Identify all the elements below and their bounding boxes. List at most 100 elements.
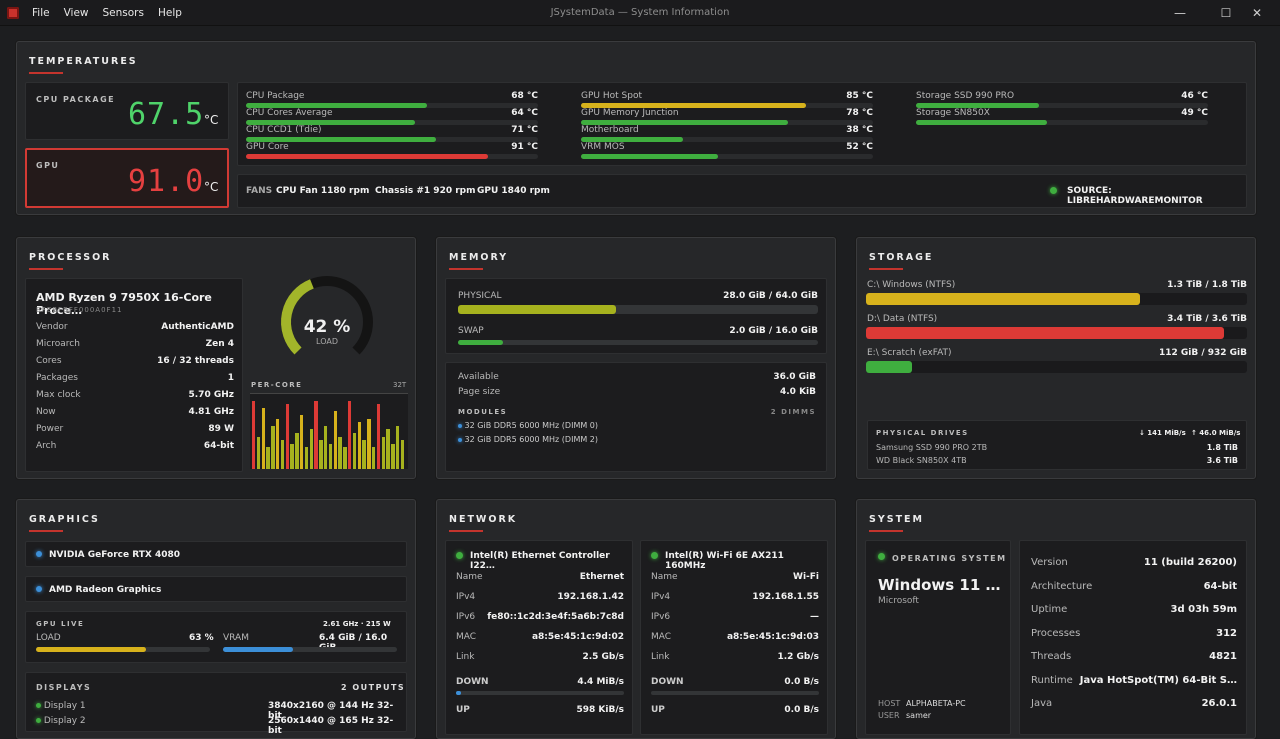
system-field-label: Runtime	[1031, 674, 1073, 686]
adapter-row: MAC a8:5e:45:1c:9d:02	[456, 632, 624, 642]
display-2-mode: 2560x1440 @ 165 Hz 32-bit	[268, 716, 394, 736]
adapter-row: IPv6 —	[651, 612, 819, 622]
core-bar	[252, 401, 256, 469]
core-bar	[266, 447, 270, 469]
cpu-spec-value: AuthenticAMD	[161, 322, 234, 332]
sensor-row: GPU Hot Spot 85 °C	[581, 91, 873, 101]
menu-help[interactable]: Help	[157, 7, 182, 19]
panel-title: PROCESSOR	[29, 252, 112, 270]
sensor-bar	[916, 120, 1208, 125]
system-row: Runtime Java HotSpot(TM) 64-Bit S…	[1031, 675, 1237, 686]
sensor-name: CPU CCD1 (Tdie)	[246, 125, 322, 135]
core-bar	[391, 444, 395, 469]
vram-bar-fill	[223, 647, 293, 652]
cpu-spec-label: Now	[36, 407, 56, 417]
menu-file[interactable]: File	[32, 7, 50, 19]
sensor-bar	[246, 120, 538, 125]
menu-view[interactable]: View	[63, 7, 89, 19]
panel-title: NETWORK	[449, 514, 518, 532]
core-bar	[261, 408, 265, 469]
sensor-bar	[246, 154, 538, 159]
sensor-name: VRM MOS	[581, 142, 625, 152]
swap-bar-fill	[458, 340, 503, 345]
sensor-value: 38 °C	[846, 125, 873, 135]
sensor-value: 78 °C	[846, 108, 873, 118]
adapter-field-label: Link	[456, 652, 475, 662]
sensor-value: 46 °C	[1181, 91, 1208, 101]
system-panel: SYSTEM OPERATING SYSTEM Windows 11 … Mic…	[856, 499, 1256, 739]
source-label: SOURCE: LIBREHARDWAREMONITOR	[1067, 186, 1203, 206]
physical-drives-label: PHYSICAL DRIVES	[876, 429, 969, 437]
sensor-bar-fill	[246, 103, 428, 108]
volume-bar	[866, 293, 1247, 305]
gpu-dot-icon	[36, 586, 42, 592]
gpu-live-label: GPU LIVE	[36, 620, 85, 628]
adapter-name: Intel(R) Ethernet Controller I22…	[470, 551, 610, 571]
volume-usage: 1.3 TiB / 1.8 TiB	[1167, 280, 1247, 290]
up-label: UP	[456, 705, 470, 715]
adapter-ethernet-card: Intel(R) Ethernet Controller I22… Name Eth…	[445, 540, 633, 735]
core-bar	[319, 440, 323, 469]
displays-label: DISPLAYS	[36, 683, 92, 692]
sensor-bar-fill	[581, 137, 684, 142]
adapter-field-label: Name	[651, 572, 678, 582]
cpu-spec-row: Vendor AuthenticAMD	[36, 322, 234, 332]
fan-chassis: Chassis #1 920 rpm	[375, 186, 476, 196]
os-vendor: Microsoft	[878, 596, 919, 606]
title-bar: File View Sensors Help JSystemData — Sys…	[0, 0, 1280, 26]
core-bar	[348, 401, 352, 469]
system-row: Threads 4821	[1031, 651, 1237, 662]
core-bar	[376, 404, 381, 469]
system-field-value: 312	[1216, 627, 1237, 639]
sensor-row: Motherboard 38 °C	[581, 125, 873, 135]
status-dot-icon	[878, 553, 885, 560]
system-field-label: Java	[1031, 698, 1053, 709]
close-button[interactable]: ✕	[1251, 6, 1263, 20]
os-name: Windows 11 …	[878, 576, 1001, 594]
gpu-item[interactable]: NVIDIA GeForce RTX 4080	[25, 541, 407, 567]
panel-title: STORAGE	[869, 252, 934, 270]
menu-sensors[interactable]: Sensors	[102, 7, 144, 19]
minimize-button[interactable]: —	[1174, 6, 1186, 20]
swap-bar	[458, 340, 818, 345]
adapter-field-value: a8:5e:45:1c:9d:02	[531, 632, 624, 642]
adapter-field-value: 1.2 Gb/s	[777, 652, 819, 662]
system-row: Java 26.0.1	[1031, 698, 1237, 709]
cpu-spec-value: 5.70 GHz	[188, 390, 235, 400]
physical-drives-card: PHYSICAL DRIVES ↓ 141 MiB/s ↑ 46.0 MiB/s…	[867, 420, 1247, 470]
module-1: 32 GiB DDR5 6000 MHz (DIMM 0)	[464, 421, 598, 430]
sensor-row: Storage SN850X 49 °C	[916, 108, 1208, 118]
sensor-row: CPU Package 68 °C	[246, 91, 538, 101]
sensor-value: 49 °C	[1181, 108, 1208, 118]
gpu-item[interactable]: AMD Radeon Graphics	[25, 576, 407, 602]
physical-value: 28.0 GiB / 64.0 GiB	[723, 291, 818, 301]
cpu-spec-label: Arch	[36, 441, 57, 451]
down-label: DOWN	[651, 677, 684, 687]
volume-row: C:\ Windows (NTFS) 1.3 TiB / 1.8 TiB	[867, 280, 1247, 290]
bullet-icon	[458, 437, 462, 442]
drive-1-name: Samsung SSD 990 PRO 2TB	[876, 443, 988, 452]
cpu-spec-value: 89 W	[208, 424, 234, 434]
volume-name: E:\ Scratch (exFAT)	[867, 348, 952, 358]
system-field-value: 11 (build 26200)	[1143, 557, 1237, 568]
core-bar	[372, 447, 376, 469]
sensor-bar-fill	[916, 103, 1039, 108]
cpu-id: BFEBFBFF000A0F11	[36, 306, 123, 314]
adapter-row: Name Ethernet	[456, 572, 624, 582]
cpu-name: AMD Ryzen 9 7950X 16-Core Proce…	[36, 291, 212, 317]
adapter-status-icon	[456, 552, 463, 559]
core-bar	[400, 440, 405, 469]
sensor-bar-fill	[581, 154, 719, 159]
maximize-button[interactable]: ☐	[1220, 6, 1232, 20]
core-bar	[276, 419, 280, 469]
sensor-value: 52 °C	[846, 142, 873, 152]
cpu-spec-label: Vendor	[36, 322, 68, 332]
core-bar	[396, 426, 400, 469]
gpu-load-bar-fill	[36, 647, 146, 652]
cpu-package-card: CPU PACKAGE 67.5 °C	[25, 82, 229, 140]
read-rate: ↓ 141 MiB/s	[1139, 429, 1186, 437]
sensor-value: 68 °C	[511, 91, 538, 101]
cpu-spec-row: Arch 64-bit	[36, 441, 234, 451]
adapter-row: IPv4 192.168.1.42	[456, 592, 624, 602]
gpu-2-name: AMD Radeon Graphics	[49, 585, 162, 595]
